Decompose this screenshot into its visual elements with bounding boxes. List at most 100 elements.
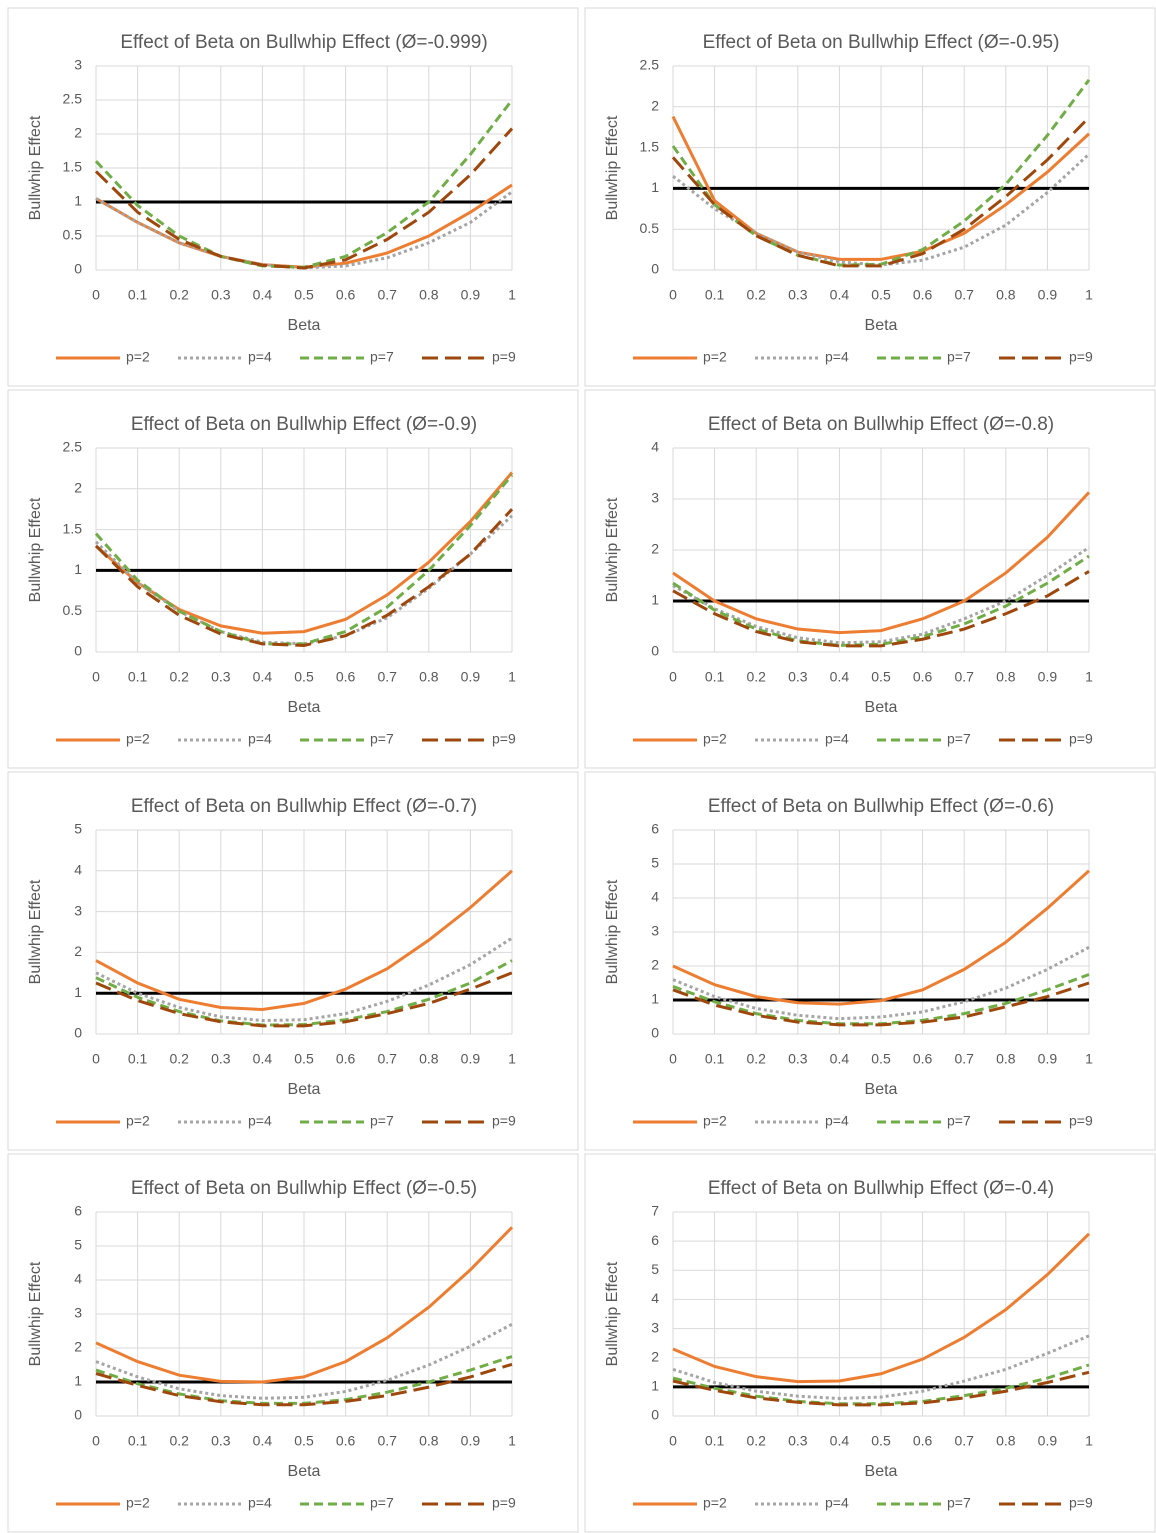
x-tick-label: 1 (1085, 669, 1093, 685)
x-tick-label: 0.2 (169, 1433, 189, 1449)
legend-label: p=2 (703, 349, 727, 365)
x-tick-label: 0.4 (830, 669, 850, 685)
y-tick-label: 4 (651, 889, 659, 905)
legend-label: p=4 (248, 1495, 272, 1511)
x-tick-label: 0.7 (377, 287, 397, 303)
y-tick-label: 1 (651, 179, 659, 195)
y-tick-label: 3 (651, 1319, 659, 1335)
x-tick-label: 0.5 (294, 669, 314, 685)
x-tick-label: 0 (669, 287, 677, 303)
legend-label: p=9 (492, 1495, 516, 1511)
x-tick-label: 0.1 (705, 1433, 725, 1449)
x-tick-label: 0.9 (461, 287, 481, 303)
x-tick-label: 0.6 (913, 1051, 933, 1067)
y-tick-label: 1 (651, 991, 659, 1007)
x-tick-label: 0.7 (377, 669, 397, 685)
panel-border (7, 1153, 579, 1533)
series-line (672, 981, 1090, 1027)
legend-label: p=2 (703, 731, 727, 747)
panel-border (584, 1153, 1156, 1533)
y-axis-label: Bullwhip Effect (27, 879, 44, 984)
y-tick-label: 3 (651, 923, 659, 939)
x-tick-label: 0 (669, 669, 677, 685)
chart-title: Effect of Beta on Bullwhip Effect (Ø=-0.… (120, 32, 487, 53)
y-tick-label: 2 (651, 98, 659, 114)
y-tick-label: 2 (651, 1348, 659, 1364)
y-tick-label: 1.5 (63, 520, 83, 536)
chart-panel: Effect of Beta on Bullwhip Effect (Ø=-0.… (584, 7, 1156, 387)
series-line (672, 1232, 1091, 1384)
x-tick-label: 0.7 (377, 1051, 397, 1067)
x-tick-label: 0 (92, 287, 100, 303)
x-tick-label: 0.3 (788, 287, 808, 303)
y-tick-label: 1.5 (640, 138, 660, 154)
x-tick-label: 0.6 (336, 1433, 356, 1449)
x-axis-label: Beta (865, 699, 898, 716)
y-tick-label: 0 (651, 261, 659, 277)
series-line (671, 116, 1091, 268)
y-tick-label: 0 (651, 643, 659, 659)
x-tick-label: 0.9 (461, 669, 481, 685)
y-tick-label: 1 (74, 193, 82, 209)
y-axis-label: Bullwhip Effect (604, 879, 621, 984)
legend-label: p=2 (126, 349, 150, 365)
y-axis-label: Bullwhip Effect (604, 497, 621, 602)
legend-label: p=2 (703, 1113, 727, 1129)
chart-title: Effect of Beta on Bullwhip Effect (Ø=-0.… (131, 414, 477, 435)
x-tick-label: 0.4 (253, 1433, 273, 1449)
y-tick-label: 1 (651, 1378, 659, 1394)
chart-panel: Effect of Beta on Bullwhip Effect (Ø=-0.… (7, 389, 579, 769)
legend-label: p=7 (947, 349, 971, 365)
x-tick-label: 0 (92, 669, 100, 685)
legend-label: p=2 (126, 1495, 150, 1511)
x-tick-label: 0.2 (169, 1051, 189, 1067)
y-tick-label: 0 (74, 1407, 82, 1423)
x-tick-label: 0.1 (128, 669, 148, 685)
x-tick-label: 0.5 (871, 1433, 891, 1449)
x-tick-label: 1 (508, 1051, 516, 1067)
x-axis-label: Beta (865, 317, 898, 334)
x-axis-label: Beta (288, 1081, 321, 1098)
x-tick-label: 0.3 (211, 1433, 231, 1449)
x-tick-label: 0 (92, 1051, 100, 1067)
y-tick-label: 0 (74, 1025, 82, 1041)
y-tick-label: 6 (74, 1203, 82, 1219)
chart-panel: Effect of Beta on Bullwhip Effect (Ø=-0.… (7, 1153, 579, 1533)
chart-title: Effect of Beta on Bullwhip Effect (Ø=-0.… (131, 796, 477, 817)
y-tick-label: 4 (651, 439, 659, 455)
y-tick-label: 3 (74, 1305, 82, 1321)
chart-title: Effect of Beta on Bullwhip Effect (Ø=-0.… (703, 32, 1060, 53)
y-tick-label: 1 (74, 984, 82, 1000)
x-tick-label: 0.4 (830, 1051, 850, 1067)
x-tick-label: 0.5 (294, 1051, 314, 1067)
x-tick-label: 0.8 (996, 669, 1016, 685)
x-tick-label: 0.5 (294, 1433, 314, 1449)
x-tick-label: 0.3 (211, 669, 231, 685)
legend-label: p=7 (947, 731, 971, 747)
y-tick-label: 3 (651, 490, 659, 506)
x-tick-label: 0.1 (128, 1051, 148, 1067)
legend-label: p=4 (825, 1495, 849, 1511)
x-tick-label: 0.4 (830, 1433, 850, 1449)
x-axis-label: Beta (865, 1463, 898, 1480)
y-axis-label: Bullwhip Effect (604, 115, 621, 220)
legend-label: p=4 (248, 349, 272, 365)
series-line (94, 508, 514, 647)
x-tick-label: 0.2 (746, 1433, 766, 1449)
chart-panel: Effect of Beta on Bullwhip Effect (Ø=-0.… (584, 1153, 1156, 1533)
x-tick-label: 0.2 (746, 669, 766, 685)
x-axis-label: Beta (288, 317, 321, 334)
series-line (95, 971, 513, 1028)
x-tick-label: 0.3 (788, 669, 808, 685)
x-tick-label: 0.5 (294, 287, 314, 303)
y-tick-label: 5 (74, 1237, 82, 1253)
x-tick-label: 0.9 (461, 1051, 481, 1067)
x-tick-label: 0.9 (1038, 669, 1058, 685)
legend-label: p=7 (370, 1495, 394, 1511)
x-tick-label: 0.3 (788, 1051, 808, 1067)
legend-label: p=9 (1069, 1495, 1093, 1511)
series-line (94, 473, 514, 646)
series-line (672, 1334, 1090, 1401)
